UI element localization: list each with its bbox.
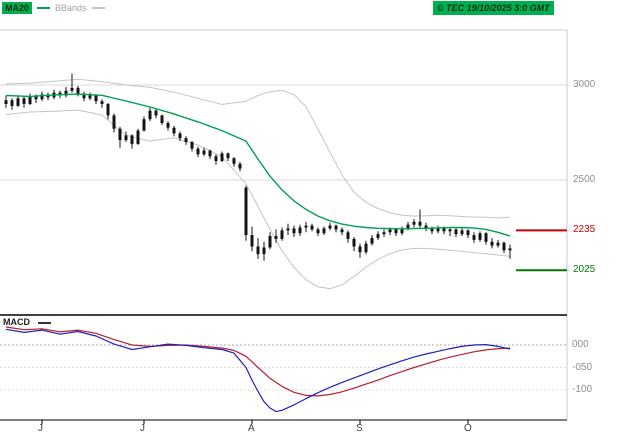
- level-lines: [516, 229, 567, 272]
- legend: MA20 BBands: [2, 2, 105, 14]
- price-axis-label-0: 3000: [573, 79, 596, 90]
- x-axis-label-1: J: [140, 423, 145, 434]
- macd-axis-label-2: -100: [572, 384, 593, 395]
- macd-axis-label-1: -050: [572, 361, 593, 373]
- copyright-badge: © TEC 19/10/2025 3:0 GMT: [433, 1, 554, 15]
- candlesticks: [4, 73, 512, 261]
- panel-borders: [0, 314, 567, 424]
- x-axis-label-3: S: [356, 423, 363, 434]
- x-axis-label-2: A: [248, 423, 255, 434]
- bollinger-bands: [5, 78, 511, 290]
- x-axis-label-0: J: [38, 423, 43, 434]
- level-label-0: 2235: [573, 224, 596, 236]
- macd-axis-label-0: 000: [572, 339, 589, 350]
- level-label-1: 2025: [573, 264, 596, 276]
- grid-lines: [0, 29, 568, 420]
- macd-lines: [5, 326, 511, 413]
- ma20-legend-line: [37, 7, 51, 9]
- bbands-legend-label: BBands: [55, 3, 87, 13]
- macd-legend-line: [38, 322, 51, 324]
- ma20-line: [5, 93, 511, 237]
- bbands-legend-line: [91, 7, 105, 9]
- ma20-legend-chip: MA20: [2, 2, 33, 14]
- price-axis-label-1: 2500: [573, 174, 596, 185]
- macd-panel-label: MACD: [3, 317, 30, 327]
- x-axis-label-4: O: [464, 423, 472, 434]
